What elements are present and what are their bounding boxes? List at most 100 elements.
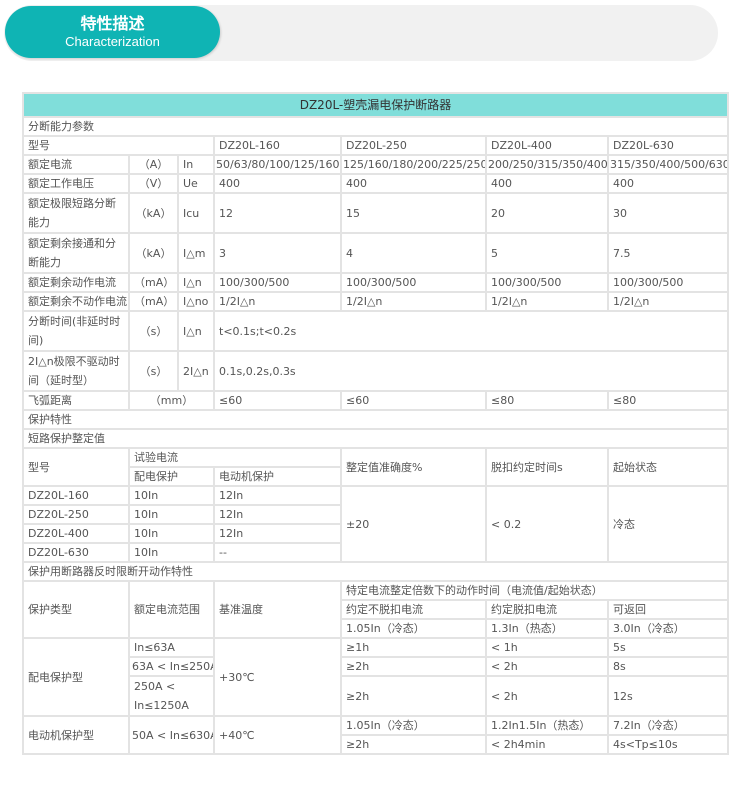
cell: 20: [485, 192, 609, 234]
cell: 200/250/315/350/400: [485, 154, 609, 175]
cell: 125/160/180/200/225/250: [340, 154, 487, 175]
cell: 1.05In（冷态）: [340, 715, 487, 736]
section-heading: 保护特性: [22, 409, 729, 430]
cell: In≤63A: [128, 637, 215, 658]
cell: 250A < In≤1250A: [128, 675, 215, 717]
cell: 315/350/400/500/630: [607, 154, 729, 175]
cell: DZ20L-630: [22, 542, 130, 563]
cell: 特定电流整定倍数下的动作时间（电流值/起始状态）: [340, 580, 729, 601]
cell: I△m: [177, 232, 215, 274]
cell: 额定电流: [22, 154, 130, 175]
cell: ≤80: [485, 390, 609, 411]
cell: 飞弧距离: [22, 390, 130, 411]
cell: （mA）: [128, 272, 179, 293]
cell: 电动机保护型: [22, 715, 130, 755]
cell: 400: [485, 173, 609, 194]
cell: 保护类型: [22, 580, 130, 639]
cell: < 1h: [485, 637, 609, 658]
table-row: DZ20L-630 10In --: [22, 542, 728, 563]
cell: 整定值准确度%: [340, 447, 487, 487]
cell: 额定剩余不动作电流: [22, 291, 130, 312]
cell: < 2h: [485, 675, 609, 717]
table-row: 额定剩余不动作电流 （mA） I△no 1/2I△n 1/2I△n 1/2I△n 1/2I△…: [22, 291, 729, 312]
cell: 1/2I△n: [340, 291, 487, 312]
cell: 63A < In≤250A: [128, 656, 215, 677]
cell: 100/300/500: [607, 272, 729, 293]
cell: （A）: [128, 154, 179, 175]
cell: 2I△n: [177, 350, 215, 392]
cell: t<0.1s;t<0.2s: [213, 310, 729, 352]
cell: 额定极限短路分断能力: [22, 192, 130, 234]
cell: DZ20L-250: [22, 504, 130, 525]
table-row: ≥2h < 2h4min 4s<Tp≤10s: [23, 734, 729, 755]
cell: ≥2h: [340, 656, 487, 677]
cell: DZ20L-250: [340, 135, 487, 156]
cell: ≤80: [607, 390, 729, 411]
cell: DZ20L-400: [485, 135, 609, 156]
cell: +30℃: [213, 637, 342, 717]
cell: 400: [340, 173, 487, 194]
cell: < 0.2: [485, 485, 609, 563]
table-row: DZ20L-160 10In 12In ±20 < 0.2 冷态: [22, 485, 729, 563]
section-subheading: 短路保护整定值: [22, 428, 729, 449]
table-row: DZ20L-400 10In 12In: [22, 523, 728, 544]
cell: 3.0In（冷态）: [607, 618, 729, 639]
cell: ≥2h: [340, 734, 487, 755]
cell: 3: [213, 232, 342, 274]
cell: ≤60: [213, 390, 342, 411]
table-row: 配电保护型 In≤63A +30℃ ≥1h < 1h 5s: [22, 637, 729, 717]
cell: （kA）: [128, 232, 179, 274]
cell: （mm）: [128, 390, 215, 411]
cell: 冷态: [607, 485, 729, 563]
cell: 5: [485, 232, 609, 274]
cell: ≥1h: [340, 637, 487, 658]
table-row: 额定工作电压 （V） Ue 400 400 400 400: [22, 173, 729, 194]
cell: 50A < In≤630A: [128, 715, 215, 755]
cell: 额定电流范围: [128, 580, 215, 639]
cell: （V）: [128, 173, 179, 194]
cell: ≤60: [340, 390, 487, 411]
cell: 10In: [128, 523, 215, 544]
table-row: 250A < In≤1250A ≥2h < 2h 12s: [23, 675, 729, 717]
table-row: 额定剩余动作电流 （mA） I△n 100/300/500 100/300/500 100…: [22, 272, 729, 293]
cell: 试验电流: [128, 447, 342, 468]
cell: 1.2In1.5In（热态）: [485, 715, 609, 736]
cell: < 2h4min: [485, 734, 609, 755]
cell: 脱扣约定时间s: [485, 447, 609, 487]
cell: 额定剩余接通和分断能力: [22, 232, 130, 274]
cell: 额定工作电压: [22, 173, 130, 194]
cell: 15: [340, 192, 487, 234]
cell: 4: [340, 232, 487, 274]
table-row: 1.05In（冷态） 1.3In（热态） 3.0In（冷态）: [23, 618, 729, 639]
cell: 100/300/500: [213, 272, 342, 293]
cell: 1/2I△n: [607, 291, 729, 312]
cell: 12: [213, 192, 342, 234]
cell: 10In: [128, 542, 215, 563]
cell: 5s: [607, 637, 729, 658]
cell: 400: [607, 173, 729, 194]
cell: 400: [213, 173, 342, 194]
cell: 7.2In（冷态）: [607, 715, 729, 736]
section-heading: 分断能力参数: [22, 116, 729, 137]
section-title: 特性描述: [80, 14, 145, 33]
cell: ≥2h: [340, 675, 487, 717]
cell: 型号: [22, 447, 130, 487]
cell: DZ20L-400: [22, 523, 130, 544]
cell: ±20: [340, 485, 487, 563]
cell: 100/300/500: [340, 272, 487, 293]
table-row: 63A < In≤250A ≥2h < 2h 8s: [23, 656, 729, 677]
cell: 1.05In（冷态）: [340, 618, 487, 639]
table-row: DZ20L-250 10In 12In: [22, 504, 728, 525]
cell: （mA）: [128, 291, 179, 312]
cell: I△no: [177, 291, 215, 312]
cell: 约定不脱扣电流: [340, 599, 487, 620]
cell: DZ20L-160: [22, 485, 130, 506]
cell: --: [213, 542, 342, 563]
cell: 2I△n极限不驱动时间（延时型）: [22, 350, 130, 392]
table-row: 约定不脱扣电流 约定脱扣电流 可返回: [23, 599, 729, 620]
cell: 7.5: [607, 232, 729, 274]
cell: Icu: [177, 192, 215, 234]
cell: I△n: [177, 310, 215, 352]
table-row: 额定极限短路分断能力 （kA） Icu 12 15 20 30: [22, 192, 729, 234]
cell: 100/300/500: [485, 272, 609, 293]
